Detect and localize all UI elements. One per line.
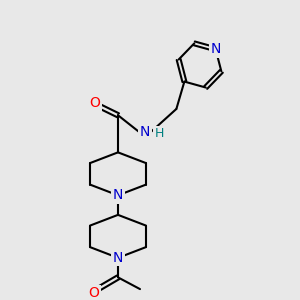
Text: O: O (90, 95, 101, 110)
Text: N: N (210, 42, 221, 56)
Text: N: N (113, 251, 123, 265)
Text: N: N (140, 125, 150, 139)
Text: O: O (88, 286, 99, 300)
Text: N: N (113, 188, 123, 202)
Text: H: H (154, 127, 164, 140)
